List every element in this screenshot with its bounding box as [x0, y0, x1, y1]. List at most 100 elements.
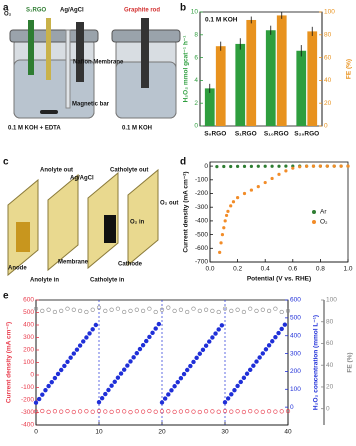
point	[277, 164, 281, 168]
point	[153, 326, 158, 331]
point	[254, 359, 259, 364]
point	[84, 409, 89, 414]
point	[65, 306, 70, 311]
diagram-label: Anolyte in	[30, 278, 59, 284]
tick-label: 0.4	[261, 266, 270, 273]
flow-cell-schematic	[7, 168, 159, 277]
point	[103, 391, 108, 397]
tick-label: 400	[290, 332, 301, 339]
point	[81, 339, 86, 344]
tick-label: 10	[191, 9, 199, 16]
bar	[296, 50, 307, 127]
point	[191, 409, 196, 414]
point	[52, 309, 58, 315]
point	[71, 351, 77, 356]
diagram-label: Catholyte out	[110, 168, 148, 174]
point	[128, 410, 133, 415]
point	[134, 409, 139, 414]
point	[52, 375, 58, 381]
point	[46, 307, 51, 312]
bar	[246, 19, 257, 127]
point	[220, 233, 225, 237]
point	[256, 164, 260, 168]
tick-label: 400	[23, 322, 34, 329]
tick-label: 80	[324, 32, 332, 39]
point	[224, 213, 229, 218]
point	[257, 355, 262, 360]
point	[166, 305, 171, 310]
tick-label: 100	[290, 386, 301, 393]
point	[210, 308, 215, 313]
point	[339, 164, 343, 168]
point	[298, 165, 302, 169]
point	[58, 367, 64, 373]
panel-label: b	[180, 3, 186, 14]
point	[232, 387, 237, 393]
point	[87, 331, 92, 336]
point	[90, 307, 95, 312]
point	[153, 309, 158, 315]
point	[178, 409, 183, 414]
tick-label: 100	[23, 359, 34, 366]
point	[62, 363, 67, 369]
point	[84, 335, 89, 340]
axis-title: Potential (V vs. RHE)	[247, 276, 311, 283]
point	[77, 308, 83, 313]
diagram-label: 0.1 M KOH	[122, 126, 152, 132]
diagram-label: Nafion Membrane	[73, 60, 124, 66]
point	[241, 375, 247, 381]
point	[188, 363, 193, 369]
point	[178, 307, 183, 312]
point	[96, 408, 102, 414]
tick-label: 40	[284, 429, 292, 436]
tick-label: -500	[195, 231, 208, 238]
point	[229, 308, 234, 313]
tick-label: 60	[326, 340, 334, 347]
annotation: 0.1 M KOH	[205, 17, 238, 24]
point	[109, 383, 114, 388]
diagram-label: Cathode	[118, 262, 143, 268]
point	[197, 409, 202, 415]
point	[90, 409, 95, 414]
point	[260, 409, 265, 414]
point	[284, 169, 288, 173]
point	[159, 307, 165, 312]
point	[153, 409, 158, 414]
legend-label: Ar	[320, 209, 327, 216]
point	[222, 226, 226, 230]
tick-label: 8	[194, 32, 198, 39]
point	[147, 306, 152, 311]
point	[318, 164, 322, 168]
point	[96, 305, 102, 310]
point	[71, 307, 76, 312]
point	[210, 335, 215, 340]
bar	[276, 15, 287, 127]
point	[251, 363, 256, 368]
tick-label: 0	[290, 404, 294, 411]
diagram-label: O₂ in	[130, 220, 145, 226]
diagram-label: O₂ out	[160, 201, 178, 207]
point	[156, 321, 162, 327]
point	[248, 409, 253, 414]
tick-label: -200	[21, 397, 34, 404]
x-tick-label: S₁₀RGO	[264, 131, 289, 138]
plot-frame	[35, 299, 289, 426]
point	[185, 409, 190, 414]
tick-label: 0	[30, 372, 34, 379]
point	[65, 409, 70, 414]
point	[122, 309, 127, 315]
bar	[265, 30, 276, 127]
point	[249, 164, 253, 168]
point	[273, 334, 278, 340]
tick-label: 6	[194, 54, 198, 61]
bar	[235, 43, 246, 126]
point	[137, 346, 143, 352]
point	[90, 327, 95, 332]
tick-label: 200	[290, 368, 301, 375]
point	[215, 165, 219, 169]
panel-label: e	[3, 291, 9, 302]
point	[178, 376, 184, 381]
point	[128, 308, 133, 313]
tick-label: 600	[23, 297, 34, 304]
point	[241, 309, 246, 315]
